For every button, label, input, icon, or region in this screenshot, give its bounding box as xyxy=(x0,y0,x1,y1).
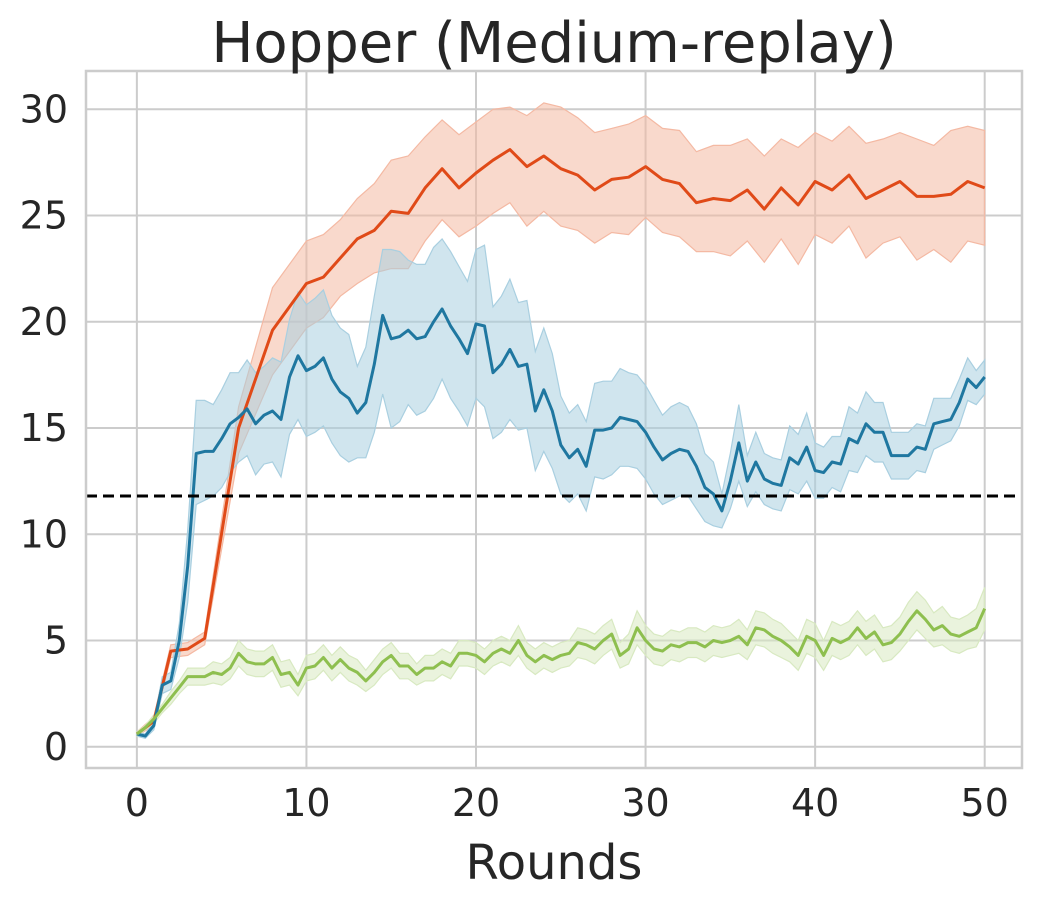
series-2-band xyxy=(136,237,986,739)
y-tick-label: 5 xyxy=(44,619,68,663)
series-1-band xyxy=(136,102,986,738)
series-3-line xyxy=(135,607,987,736)
x-axis-label: Rounds xyxy=(466,835,643,891)
series-3-band xyxy=(136,587,986,738)
x-axis-ticks: 0 10 20 30 40 50 xyxy=(125,781,1009,825)
x-tick-label: 50 xyxy=(961,781,1009,825)
x-tick-label: 40 xyxy=(791,781,839,825)
y-axis-ticks: 0 5 10 15 20 25 30 xyxy=(20,87,68,769)
x-tick-label: 0 xyxy=(125,781,149,825)
x-tick-label: 30 xyxy=(621,781,669,825)
y-tick-label: 25 xyxy=(20,194,68,238)
chart-title: Hopper (Medium-replay) xyxy=(211,11,896,76)
y-tick-label: 30 xyxy=(20,87,68,131)
y-tick-label: 10 xyxy=(20,512,68,556)
series-1-line xyxy=(135,148,986,736)
x-tick-label: 10 xyxy=(282,781,330,825)
y-tick-label: 15 xyxy=(20,406,68,450)
series-lines xyxy=(135,148,987,738)
series-2-line xyxy=(136,307,986,738)
plot-frame xyxy=(84,69,1024,770)
confidence-bands xyxy=(136,102,986,739)
y-tick-label: 0 xyxy=(44,725,68,769)
x-tick-label: 20 xyxy=(452,781,500,825)
y-tick-label: 20 xyxy=(20,300,68,344)
